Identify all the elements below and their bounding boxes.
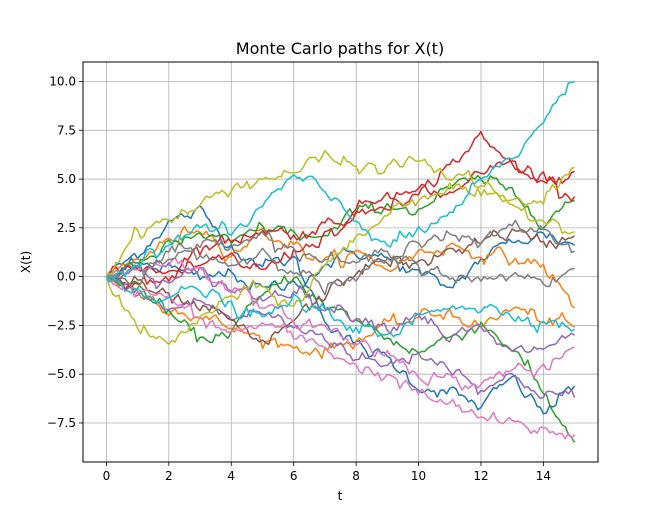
series-path-17 [105, 182, 575, 346]
chart-title: Monte Carlo paths for X(t) [236, 39, 444, 58]
y-tick-label: 10.0 [49, 75, 76, 89]
series-path-12 [105, 276, 576, 440]
y-tick-label: 0.0 [57, 270, 76, 284]
series-path-10 [105, 264, 575, 354]
series-path-13 [106, 256, 575, 391]
x-tick-label: 6 [290, 469, 298, 483]
series-path-5 [106, 275, 576, 443]
series-path-19 [106, 274, 575, 338]
y-tick-label: 7.5 [57, 123, 76, 137]
series-path-9 [105, 274, 576, 400]
y-tick-label: −7.5 [47, 416, 76, 430]
x-axis-ticks: 0 2 4 6 8 10 12 14 [103, 462, 551, 483]
series-path-14 [106, 247, 575, 296]
grid-lines [83, 62, 598, 462]
y-tick-label: −5.0 [47, 367, 76, 381]
x-tick-label: 10 [411, 469, 426, 483]
series-group [105, 80, 576, 443]
y-tick-label: −2.5 [47, 318, 76, 332]
y-tick-label: 5.0 [57, 172, 76, 186]
series-path-4 [105, 225, 576, 309]
series-path-15 [105, 219, 575, 294]
x-axis-label: t [338, 489, 343, 503]
axes-frame [82, 61, 599, 463]
x-tick-label: 4 [227, 469, 235, 483]
series-path-1 [105, 205, 576, 415]
x-tick-label: 8 [352, 469, 360, 483]
y-tick-label: 2.5 [57, 221, 76, 235]
x-tick-label: 14 [536, 469, 551, 483]
series-path-18 [105, 80, 575, 283]
y-axis-ticks: −7.5 −5.0 −2.5 0.0 2.5 5.0 7.5 10.0 [47, 75, 83, 430]
y-axis-label: X(t) [19, 251, 33, 273]
x-tick-label: 0 [103, 469, 111, 483]
x-tick-label: 12 [473, 469, 488, 483]
series-path-11 [105, 228, 576, 346]
x-tick-label: 2 [165, 469, 173, 483]
series-path-7 [106, 130, 576, 278]
